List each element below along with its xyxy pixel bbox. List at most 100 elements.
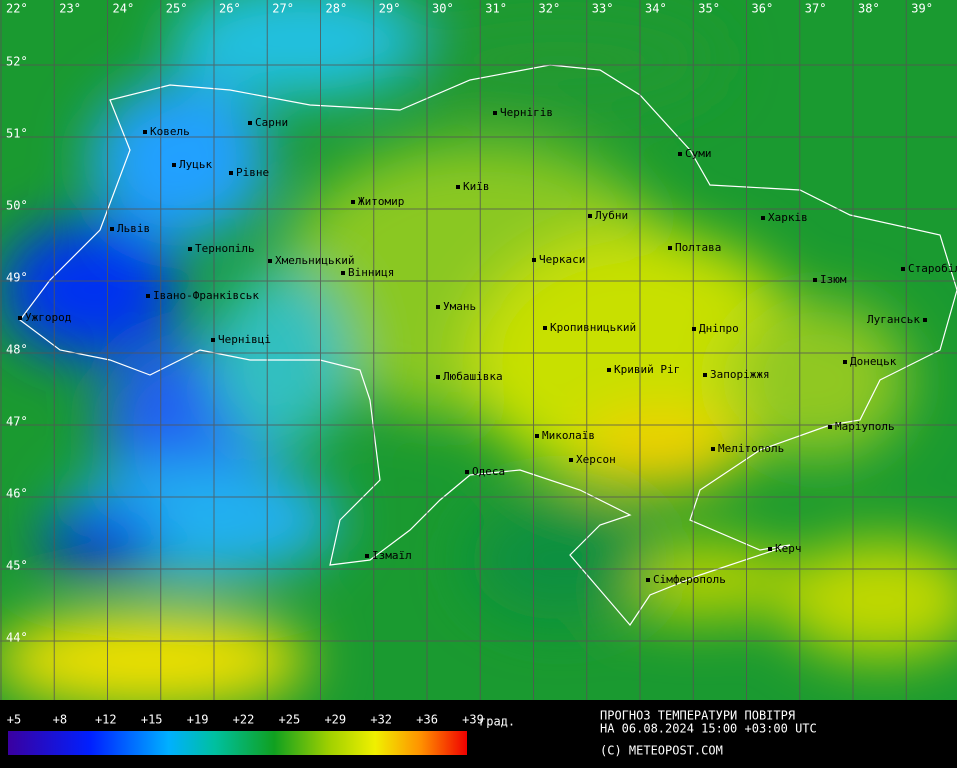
temperature-field <box>0 0 957 700</box>
city-dot <box>18 316 22 320</box>
legend-label: +12 <box>95 713 117 727</box>
city-dot <box>110 227 114 231</box>
latitude-label: 46° <box>6 487 28 501</box>
longitude-label: 39° <box>911 2 933 16</box>
longitude-label: 30° <box>432 2 454 16</box>
city-label: Луганськ <box>867 313 920 326</box>
longitude-label: 27° <box>272 2 294 16</box>
legend-label: +39 <box>462 713 484 727</box>
city-label: Львів <box>117 222 150 235</box>
legend-label: +29 <box>324 713 346 727</box>
city-dot <box>211 338 215 342</box>
city-label: Херсон <box>576 453 616 466</box>
legend-label: +15 <box>141 713 163 727</box>
city-dot <box>703 373 707 377</box>
city-label: Ковель <box>150 125 190 138</box>
city-label: Кривий Ріг <box>614 363 680 376</box>
city-label: Умань <box>443 300 476 313</box>
city-label: Одеса <box>472 465 505 478</box>
city-dot <box>188 247 192 251</box>
longitude-label: 22° <box>6 2 28 16</box>
city-label: Ізюм <box>820 273 847 286</box>
city-label: Київ <box>463 180 490 193</box>
legend-label: +8 <box>53 713 67 727</box>
city-dot <box>436 305 440 309</box>
city-dot <box>543 326 547 330</box>
city-dot <box>646 578 650 582</box>
city-label: Сарни <box>255 116 288 129</box>
city-label: Маріуполь <box>835 420 895 433</box>
city-dot <box>229 171 233 175</box>
city-label: Чернігів <box>500 106 553 119</box>
longitude-label: 35° <box>698 2 720 16</box>
longitude-label: 28° <box>326 2 348 16</box>
latitude-label: 45° <box>6 559 28 573</box>
latitude-label: 44° <box>6 631 28 645</box>
city-label: Полтава <box>675 241 721 254</box>
city-label: Лубни <box>595 209 628 222</box>
city-dot <box>761 216 765 220</box>
latitude-label: 48° <box>6 343 28 357</box>
city-label: Керч <box>775 542 802 555</box>
city-label: Луцьк <box>179 158 212 171</box>
city-label: Рівне <box>236 166 269 179</box>
city-label: Ужгород <box>25 311 72 324</box>
longitude-label: 25° <box>166 2 188 16</box>
footer-title: ПРОГНОЗ ТЕМПЕРАТУРИ ПОВІТРЯ <box>600 709 795 723</box>
city-label: Харків <box>768 211 808 224</box>
longitude-label: 32° <box>539 2 561 16</box>
city-dot <box>813 278 817 282</box>
city-label: Тернопіль <box>195 242 255 255</box>
city-dot <box>768 547 772 551</box>
city-label: Старобільськ <box>908 262 957 275</box>
longitude-label: 38° <box>858 2 880 16</box>
city-dot <box>172 163 176 167</box>
city-dot <box>901 267 905 271</box>
legend-unit: град. <box>479 715 515 729</box>
city-dot <box>828 425 832 429</box>
city-dot <box>143 130 147 134</box>
city-dot <box>668 246 672 250</box>
longitude-label: 24° <box>113 2 135 16</box>
city-label: Мелітополь <box>718 442 784 455</box>
legend-label: +36 <box>416 713 438 727</box>
city-dot <box>248 121 252 125</box>
city-dot <box>341 271 345 275</box>
city-label: Суми <box>685 147 712 160</box>
city-label: Сімферополь <box>653 573 726 586</box>
city-dot <box>365 554 369 558</box>
city-dot <box>535 434 539 438</box>
city-label: Івано-Франківськ <box>153 289 259 302</box>
city-dot <box>465 470 469 474</box>
city-dot <box>456 185 460 189</box>
city-label: Миколаїв <box>542 429 595 442</box>
city-label: Житомир <box>358 195 404 208</box>
color-scale <box>8 731 467 755</box>
city-label: Дніпро <box>699 322 739 335</box>
latitude-label: 47° <box>6 415 28 429</box>
longitude-label: 33° <box>592 2 614 16</box>
longitude-label: 31° <box>485 2 507 16</box>
legend-label: +19 <box>187 713 209 727</box>
city-dot <box>678 152 682 156</box>
footer-copyright: (C) METEOPOST.COM <box>600 744 723 758</box>
latitude-label: 50° <box>6 199 28 213</box>
border <box>19 64 957 626</box>
city-dot <box>146 294 150 298</box>
city-dot <box>588 214 592 218</box>
longitude-label: 36° <box>752 2 774 16</box>
city-label: Кропивницький <box>550 321 636 334</box>
latitude-label: 52° <box>6 55 28 69</box>
legend-label: +25 <box>279 713 301 727</box>
city-label: Черкаси <box>539 253 585 266</box>
longitude-label: 29° <box>379 2 401 16</box>
city-dot <box>843 360 847 364</box>
city-label: Вінниця <box>348 266 394 279</box>
longitude-label: 26° <box>219 2 241 16</box>
legend-label: +32 <box>370 713 392 727</box>
city-dot <box>532 258 536 262</box>
city-dot <box>493 111 497 115</box>
city-dot <box>711 447 715 451</box>
city-dot <box>607 368 611 372</box>
city-label: Донецьк <box>850 355 897 368</box>
